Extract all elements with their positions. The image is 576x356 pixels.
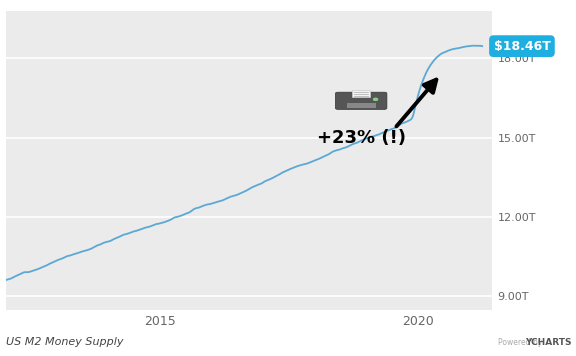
Text: YCHARTS: YCHARTS [525, 338, 572, 347]
Text: US M2 Money Supply: US M2 Money Supply [6, 337, 123, 347]
Text: $18.46T: $18.46T [494, 40, 551, 53]
Text: +23% (!): +23% (!) [317, 129, 406, 147]
FancyBboxPatch shape [335, 92, 387, 109]
Text: Powered by: Powered by [498, 338, 545, 347]
Bar [352, 90, 370, 98]
Bar [347, 103, 376, 108]
Circle shape [373, 98, 378, 100]
